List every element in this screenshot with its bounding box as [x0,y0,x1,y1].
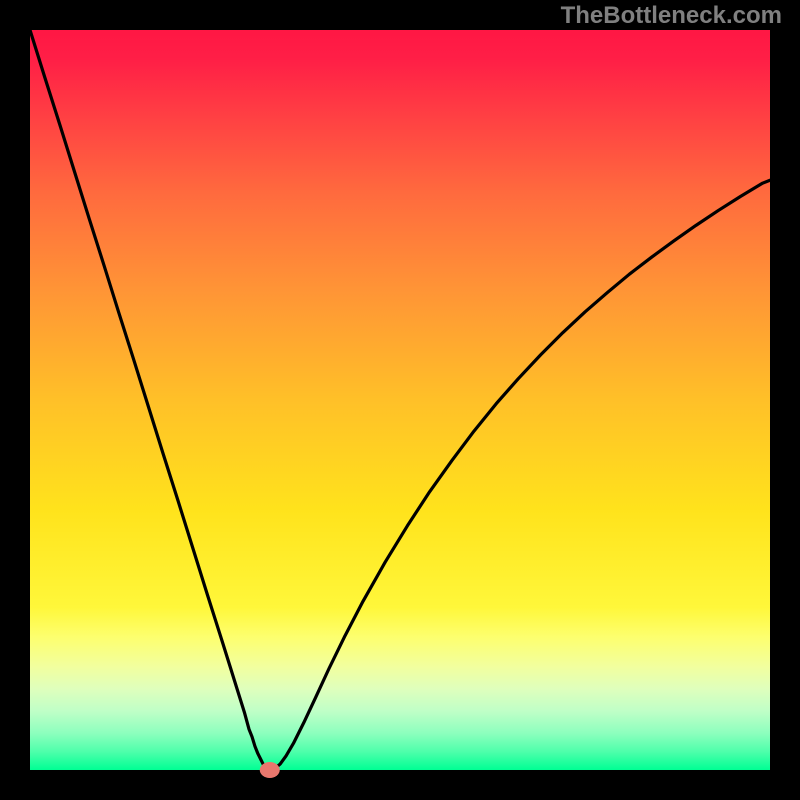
watermark-label: TheBottleneck.com [561,2,782,30]
plot-svg [30,30,770,770]
plot-area [30,30,770,770]
gradient-background [30,30,770,770]
optimal-point-marker [260,762,280,778]
chart-frame: TheBottleneck.com [0,0,800,800]
